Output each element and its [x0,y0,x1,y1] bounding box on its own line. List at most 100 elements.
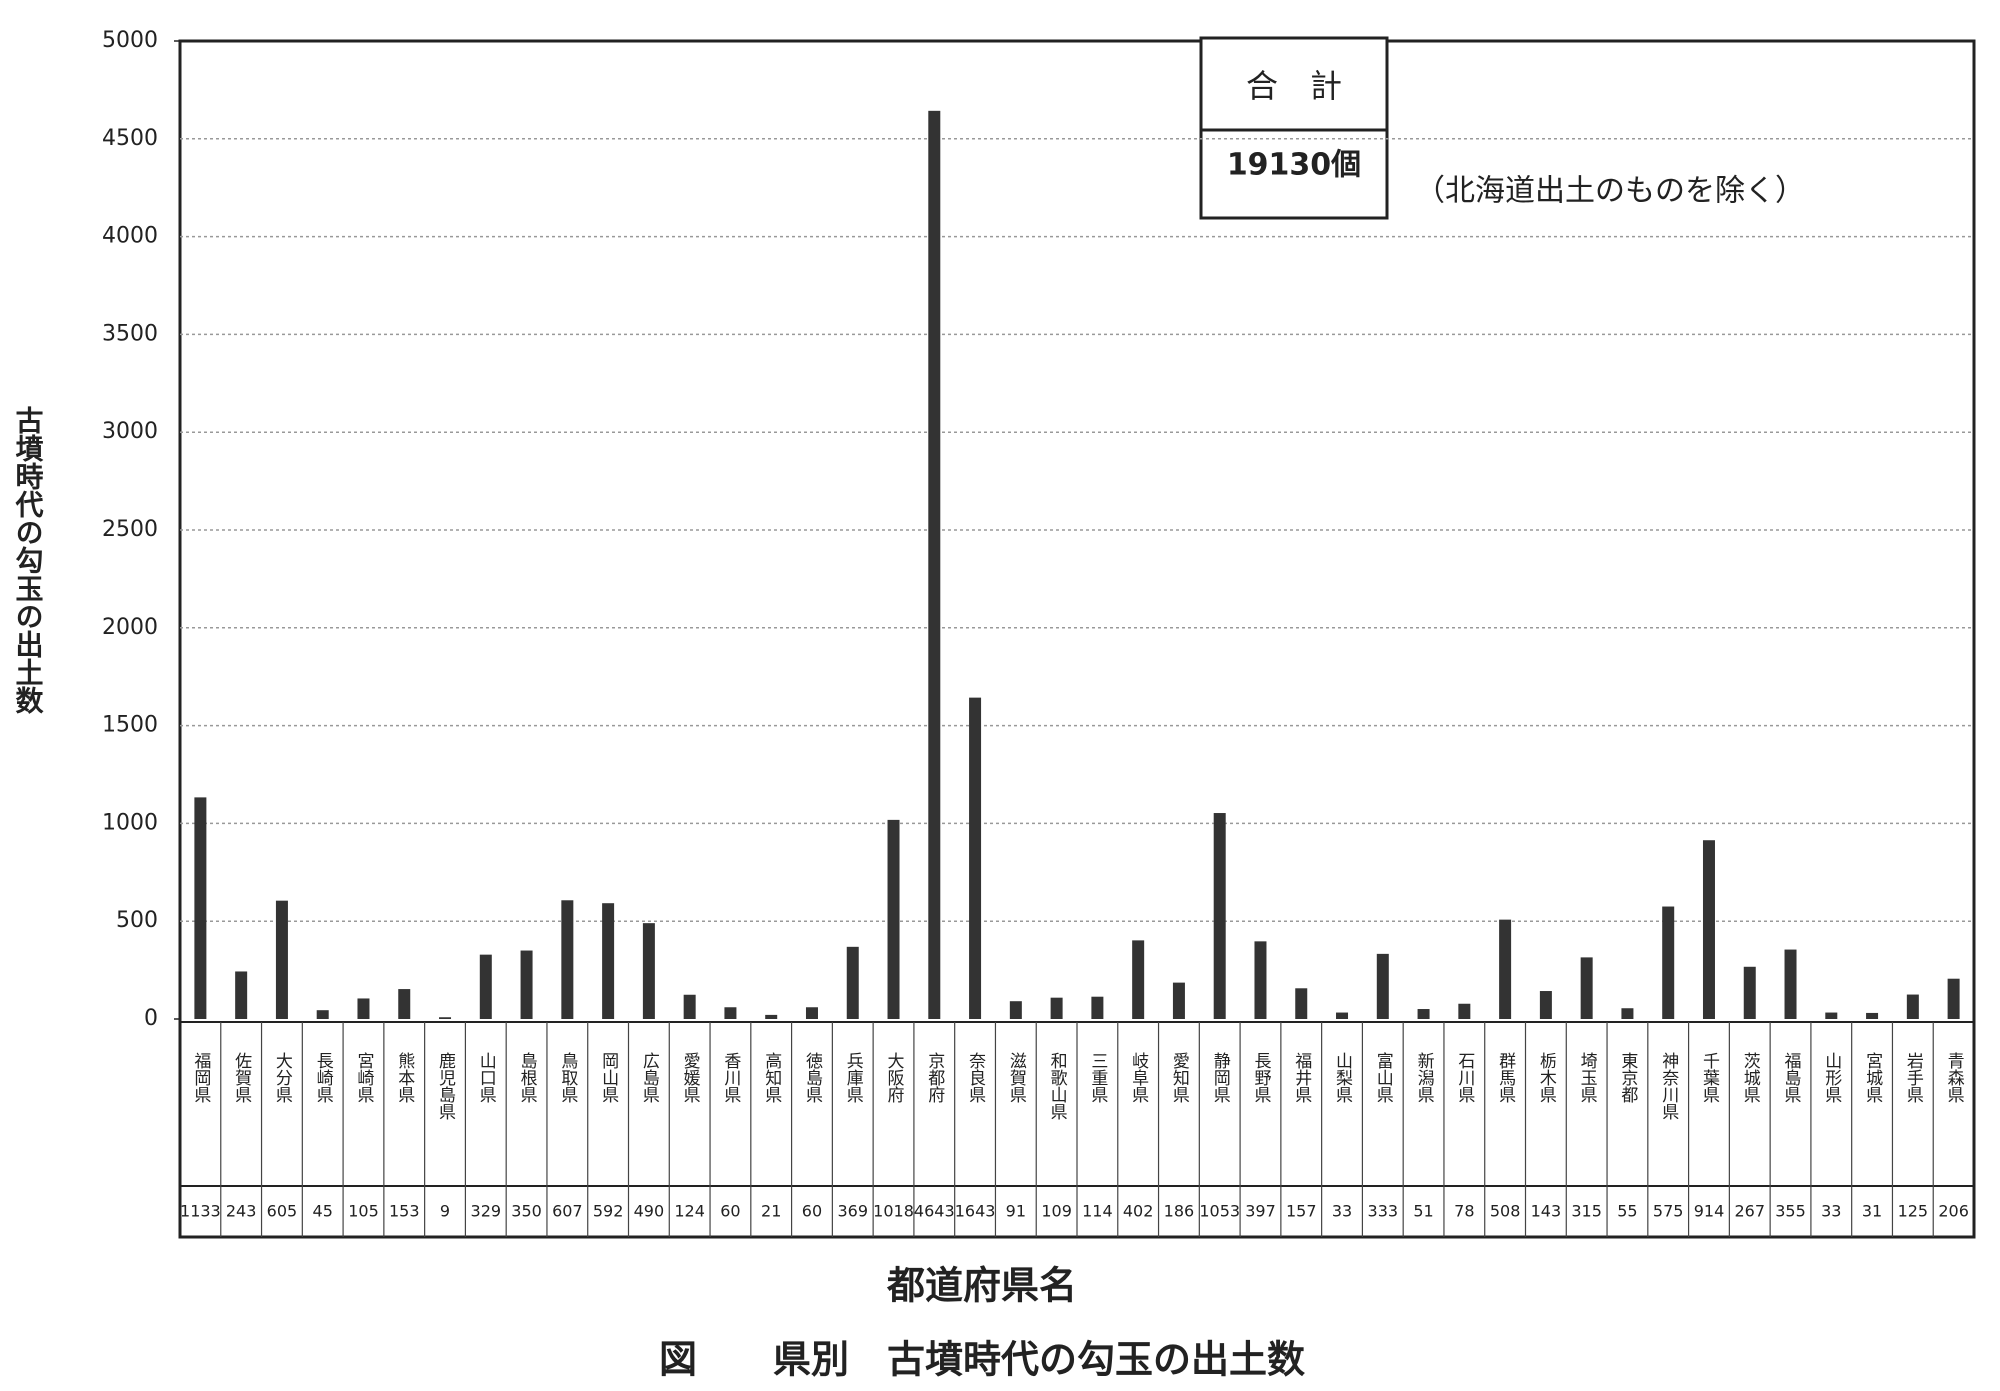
y-tick-label: 500 [116,908,158,933]
x-tick-label: 宮城県 [1862,1052,1883,1103]
bar [1825,1012,1838,1019]
bar [439,1017,452,1019]
bar [846,946,859,1019]
x-tick-label: 岐阜県 [1128,1052,1149,1103]
value-label: 369 [837,1202,868,1221]
value-label: 4643 [914,1202,955,1221]
y-tick-label: 5000 [102,28,158,53]
value-label: 125 [1898,1202,1929,1221]
value-label: 508 [1490,1202,1521,1221]
x-tick-label: 和歌山県 [1047,1052,1068,1120]
x-tick-label: 大阪府 [884,1052,905,1104]
value-label: 243 [226,1202,257,1221]
x-tick-label: 茨城県 [1740,1052,1761,1103]
note: （北海道出土のものを除く） [1415,174,1805,209]
bar [602,903,615,1019]
bar [1091,996,1104,1019]
x-tick-label: 愛知県 [1169,1052,1190,1103]
value-label: 397 [1245,1202,1276,1221]
value-label: 91 [1006,1202,1026,1221]
bar [479,954,492,1019]
x-tick-label: 青森県 [1944,1052,1965,1103]
y-tick-label: 3500 [102,321,158,346]
bar [1213,813,1226,1019]
bar [1662,906,1675,1019]
y-axis-label: 古墳時代の勾玉の出土数 [12,406,45,715]
bar [1621,1008,1634,1019]
y-tick-label: 4000 [102,224,158,249]
x-tick-label: 東京都 [1617,1052,1638,1103]
value-label: 114 [1082,1202,1113,1221]
x-tick-label: 神奈川県 [1658,1052,1679,1120]
x-tick-label: 山口県 [476,1052,497,1103]
x-tick-label: 山梨県 [1332,1052,1353,1103]
value-label: 315 [1571,1202,1602,1221]
bar [520,950,533,1019]
y-tick-label: 2500 [102,517,158,542]
x-tick-label: 福井県 [1291,1052,1312,1103]
x-tick-label: 鳥取県 [557,1052,578,1103]
bar [765,1014,778,1019]
bar [1866,1012,1879,1019]
bar [683,994,696,1019]
bar [642,923,655,1019]
x-tick-label: 千葉県 [1699,1052,1720,1103]
x-tick-label: 静岡県 [1210,1052,1231,1103]
value-label: 1643 [955,1202,996,1221]
bar [1336,1012,1349,1019]
x-tick-label: 山形県 [1821,1052,1842,1103]
y-tick-label: 1000 [102,810,158,835]
value-label: 575 [1653,1202,1684,1221]
x-tick-label: 富山県 [1373,1052,1394,1103]
value-label: 1018 [873,1202,914,1221]
chart-title: 図 県別 古墳時代の勾玉の出土数 [659,1338,1305,1382]
bar [1499,919,1512,1019]
bar [1539,991,1552,1019]
bar [235,971,248,1019]
y-tick-label: 4500 [102,126,158,151]
value-label: 607 [552,1202,583,1221]
x-tick-label: 高知県 [761,1052,782,1103]
x-tick-label: 埼玉県 [1577,1052,1598,1103]
value-label: 9 [440,1202,450,1221]
x-tick-label: 徳島県 [802,1052,823,1103]
bar [398,989,411,1019]
value-label: 402 [1123,1202,1154,1221]
value-label: 157 [1286,1202,1317,1221]
x-tick-label: 福島県 [1781,1052,1802,1103]
value-label: 1133 [180,1202,221,1221]
y-tick-label: 2000 [102,615,158,640]
total-label: 合 計 [1246,67,1342,105]
value-label: 605 [267,1202,298,1221]
value-label: 55 [1617,1202,1637,1221]
bar [1580,957,1593,1019]
value-label: 60 [720,1202,740,1221]
x-tick-label: 長崎県 [313,1052,334,1103]
value-label: 78 [1454,1202,1474,1221]
bar [1417,1009,1430,1019]
value-label: 51 [1413,1202,1433,1221]
bar [1784,949,1797,1019]
bar [1376,953,1389,1019]
x-tick-label: 栃木県 [1536,1052,1557,1103]
x-tick-label: 宮崎県 [353,1052,374,1103]
bar [724,1007,737,1019]
value-label: 31 [1862,1202,1882,1221]
value-label: 267 [1734,1202,1765,1221]
x-axis-label: 都道府県名 [886,1264,1077,1308]
bar [969,697,982,1019]
x-tick-label: 愛媛県 [680,1052,701,1103]
x-tick-label: 新潟県 [1414,1052,1435,1103]
bar [1009,1001,1022,1019]
bar [194,797,207,1019]
x-tick-label: 島根県 [517,1052,538,1103]
x-tick-label: 鹿児島県 [435,1052,456,1120]
x-tick-label: 香川県 [720,1052,741,1103]
y-tick-label: 3000 [102,419,158,444]
x-tick-label: 長野県 [1250,1052,1271,1103]
total-box [1199,36,1389,220]
x-tick-label: 岩手県 [1903,1052,1924,1103]
value-label: 914 [1694,1202,1725,1221]
value-label: 490 [634,1202,665,1221]
